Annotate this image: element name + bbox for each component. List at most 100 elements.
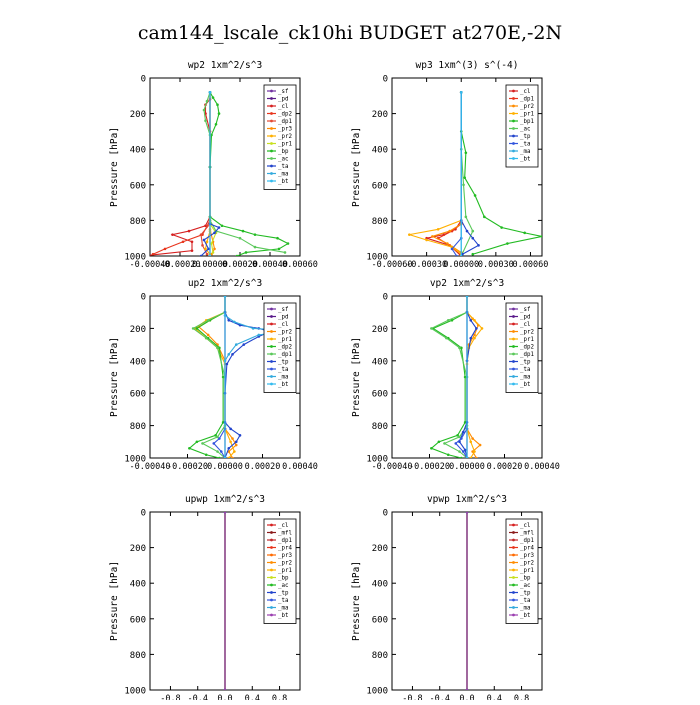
series-point (191, 327, 195, 330)
legend-marker (512, 330, 515, 333)
series-point (211, 96, 215, 99)
legend-marker (270, 345, 273, 348)
y-tick-label: 200 (130, 325, 146, 335)
legend-label: _ta (278, 164, 288, 170)
legend-marker (512, 531, 515, 534)
legend-label: _pr2 (520, 330, 534, 336)
legend-label: _ma (520, 606, 530, 612)
legend-label: _tp (520, 591, 531, 597)
legend-marker (512, 119, 515, 123)
series-point (211, 251, 215, 254)
y-tick-label: 0 (141, 509, 146, 519)
legend-label: _ma (520, 375, 530, 381)
series-point (204, 336, 208, 340)
y-tick-label: 1000 (124, 687, 146, 697)
legend-label: _pr1 (278, 142, 292, 148)
legend-marker (270, 591, 273, 594)
series-point (204, 453, 208, 457)
series-point (204, 224, 207, 228)
legend-marker (270, 523, 273, 527)
legend-marker (512, 561, 515, 564)
series-point (465, 456, 469, 458)
y-tick-label: 200 (372, 544, 388, 554)
series-point (208, 254, 212, 256)
legend-label: _cl (278, 322, 288, 328)
series-point (216, 450, 219, 453)
y-tick-label: 400 (130, 580, 146, 590)
legend-label: _tp (278, 591, 289, 597)
series-point (244, 251, 248, 254)
y-tick-label: 400 (130, 357, 146, 367)
series-point (207, 247, 210, 251)
series-point (218, 346, 221, 350)
legend-label: _tp (520, 134, 531, 140)
series-line-dp1 (430, 296, 468, 458)
legend-label: _sf (520, 307, 531, 313)
series-point (213, 231, 216, 235)
x-tick-label: -0.4 (429, 694, 449, 700)
series-point (283, 251, 287, 254)
legend-label: _pr1 (278, 568, 292, 574)
series-point (201, 442, 204, 445)
legend-marker (270, 179, 273, 183)
y-tick-label: 600 (130, 390, 146, 400)
legend-label: _bp (520, 576, 531, 582)
y-tick-label: 1000 (366, 455, 388, 465)
series-point (234, 443, 238, 447)
legend-marker (270, 568, 273, 572)
legend-label: _cl (520, 89, 530, 95)
series-point (216, 103, 219, 106)
x-tick-label: 0.0 (459, 694, 474, 700)
series-point (171, 233, 174, 236)
legend-label: _ta (520, 367, 530, 373)
legend-label: _pr2 (278, 330, 292, 336)
chart-panel-5: upwp 1xm^2/s^3 Pressure [hPa] 0 200 400 600 80… (109, 494, 301, 704)
series-point (471, 252, 475, 256)
legend-marker (270, 127, 273, 130)
legend-box (263, 84, 297, 190)
legend-marker (270, 606, 273, 609)
legend-marker (512, 367, 515, 371)
series-point (276, 236, 279, 240)
legend-marker (512, 322, 515, 326)
y-axis-label: Pressure [hPa] (109, 561, 120, 641)
series-point (204, 119, 207, 123)
series-point (238, 236, 242, 240)
series-point (473, 333, 476, 337)
legend-label: _pr3 (520, 553, 534, 559)
y-tick-label: 800 (130, 422, 146, 432)
series-point (475, 456, 478, 458)
legend-marker (270, 367, 273, 371)
legend-marker (512, 583, 515, 587)
y-axis-label: Pressure [hPa] (109, 337, 120, 417)
series-point (229, 440, 232, 444)
legend-marker (512, 546, 515, 549)
series-group (430, 296, 484, 458)
series-point (463, 448, 467, 452)
series-point (455, 254, 458, 256)
legend-label: _dp1 (278, 119, 292, 125)
series-point (229, 427, 232, 431)
legend-marker (270, 382, 273, 386)
x-tick-label: 0.00030 (478, 260, 514, 270)
series-point (463, 375, 467, 379)
series-point (201, 244, 204, 247)
y-tick-label: 800 (372, 422, 388, 432)
y-tick-label: 1000 (124, 253, 146, 263)
series-point (478, 443, 482, 447)
legend-marker (270, 149, 273, 153)
legend-label: _mfl (520, 531, 534, 537)
legend-label: _pr1 (520, 568, 534, 574)
chart-title: upwp 1xm^2/s^3 (185, 494, 265, 505)
x-tick-label: 0.4 (245, 694, 260, 700)
y-tick-label: 200 (130, 110, 146, 120)
x-tick-label: -0.00040 (130, 260, 171, 270)
legend-label: _bt (520, 157, 530, 163)
legend-label: _pr2 (278, 134, 292, 140)
legend-label: _tp (520, 360, 531, 366)
legend-marker (512, 382, 515, 386)
legend-label: _ma (278, 172, 288, 178)
legend-marker (512, 89, 515, 93)
legend-marker (512, 315, 515, 318)
series-point (231, 456, 234, 458)
